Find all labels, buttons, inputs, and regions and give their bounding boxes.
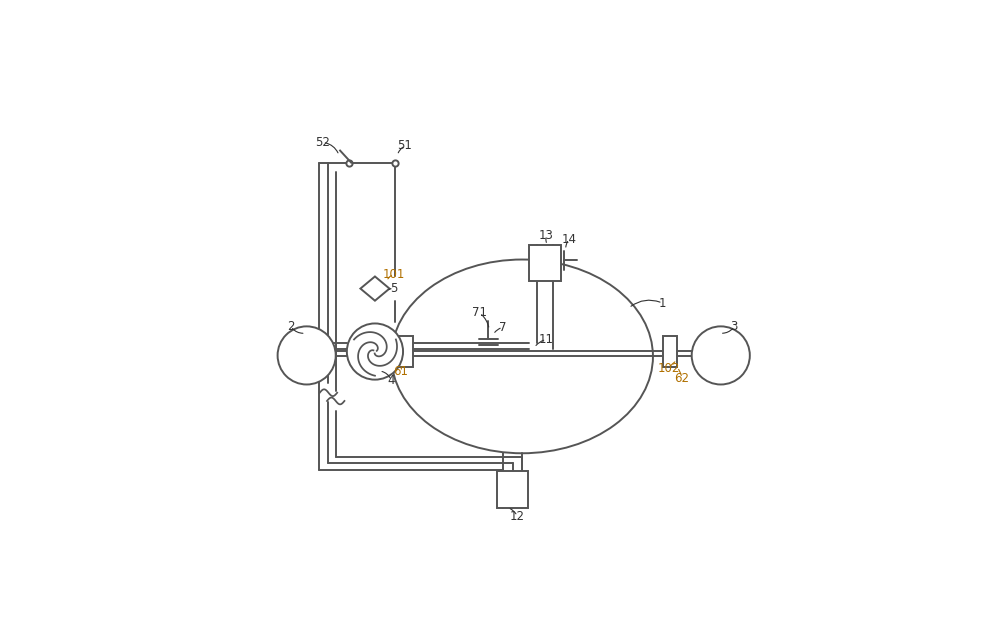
Text: 71: 71 xyxy=(472,306,487,320)
Text: 102: 102 xyxy=(657,362,680,375)
Bar xyxy=(497,471,528,508)
Text: 14: 14 xyxy=(562,233,577,246)
Text: 5: 5 xyxy=(390,282,398,295)
Bar xyxy=(529,245,561,281)
Text: 62: 62 xyxy=(675,372,690,385)
Text: 4: 4 xyxy=(388,374,395,387)
Circle shape xyxy=(692,326,750,384)
Text: 2: 2 xyxy=(287,320,294,333)
Text: 12: 12 xyxy=(510,509,525,523)
Text: 52: 52 xyxy=(315,136,330,149)
Circle shape xyxy=(347,323,403,380)
Text: 51: 51 xyxy=(398,139,412,152)
Bar xyxy=(663,335,677,367)
Text: 11: 11 xyxy=(539,333,554,346)
Text: 3: 3 xyxy=(731,320,738,333)
Text: 101: 101 xyxy=(383,267,405,281)
Ellipse shape xyxy=(391,260,653,454)
Text: 13: 13 xyxy=(539,229,554,242)
Text: 7: 7 xyxy=(499,321,507,334)
Polygon shape xyxy=(360,277,389,301)
Bar xyxy=(399,335,413,367)
Circle shape xyxy=(278,326,336,384)
Text: 61: 61 xyxy=(394,365,409,379)
Text: 1: 1 xyxy=(659,297,666,309)
